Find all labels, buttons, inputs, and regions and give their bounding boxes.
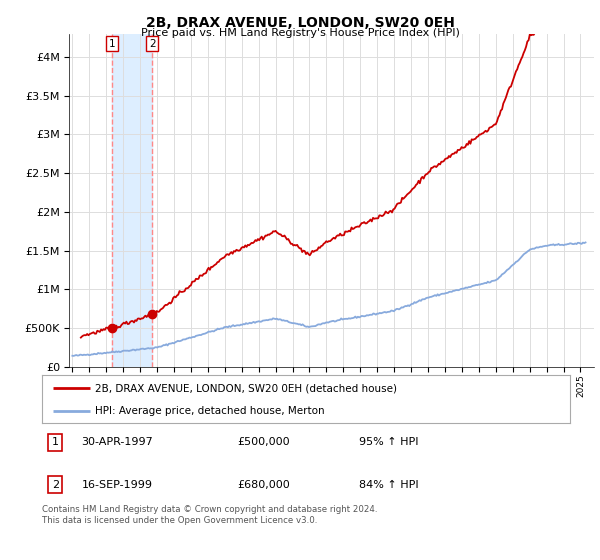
Text: 2: 2 (52, 479, 59, 489)
Text: 1: 1 (52, 437, 59, 447)
Text: 1: 1 (109, 39, 115, 49)
Text: £500,000: £500,000 (238, 437, 290, 447)
Text: Contains HM Land Registry data © Crown copyright and database right 2024.
This d: Contains HM Land Registry data © Crown c… (42, 505, 377, 525)
Text: 2B, DRAX AVENUE, LONDON, SW20 0EH: 2B, DRAX AVENUE, LONDON, SW20 0EH (146, 16, 454, 30)
Text: £680,000: £680,000 (238, 479, 290, 489)
Text: 84% ↑ HPI: 84% ↑ HPI (359, 479, 418, 489)
Text: HPI: Average price, detached house, Merton: HPI: Average price, detached house, Mert… (95, 406, 325, 416)
Text: 95% ↑ HPI: 95% ↑ HPI (359, 437, 418, 447)
Text: 16-SEP-1999: 16-SEP-1999 (82, 479, 152, 489)
Bar (112, 34, 152, 367)
Text: Price paid vs. HM Land Registry's House Price Index (HPI): Price paid vs. HM Land Registry's House … (140, 28, 460, 38)
Text: 2B, DRAX AVENUE, LONDON, SW20 0EH (detached house): 2B, DRAX AVENUE, LONDON, SW20 0EH (detac… (95, 383, 397, 393)
Text: 2: 2 (149, 39, 155, 49)
Text: 30-APR-1997: 30-APR-1997 (82, 437, 154, 447)
